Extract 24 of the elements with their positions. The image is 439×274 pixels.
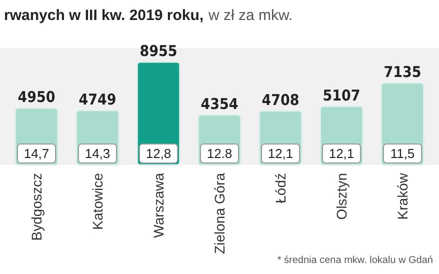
x-tick-label: Olsztyn xyxy=(334,173,350,220)
data-label: 8955 xyxy=(140,42,178,60)
x-tick-label: Łódź xyxy=(272,173,288,204)
annotation: 14,3 xyxy=(84,146,110,161)
data-label: 4708 xyxy=(262,90,300,109)
chart-subtitle: w zł za mkw. xyxy=(208,7,293,24)
x-tick-label: Katowice xyxy=(90,172,106,230)
data-label: 4354 xyxy=(200,94,238,113)
data-label: 4950 xyxy=(18,88,56,106)
annotation: 11,5 xyxy=(390,146,415,161)
annotation: 14,7 xyxy=(24,146,50,161)
chart-title: rwanych w III kw. 2019 roku, xyxy=(4,7,204,24)
annotation: 12,8 xyxy=(146,146,172,161)
x-tick-label: Kraków xyxy=(394,172,410,220)
data-label: 4749 xyxy=(78,90,116,108)
x-tick-label: Bydgoszcz xyxy=(28,173,44,241)
text: * średnia cena mkw. lokalu w Gdań xyxy=(277,255,433,266)
annotation: 12.8 xyxy=(206,146,232,161)
x-tick-label: Zielona Góra xyxy=(212,172,228,254)
data-label: 7135 xyxy=(384,62,422,81)
annotation: 12,1 xyxy=(268,146,294,161)
annotation: 12,1 xyxy=(328,146,354,161)
data-label: 5107 xyxy=(322,86,360,104)
x-tick-label: Warszawa xyxy=(150,172,166,238)
